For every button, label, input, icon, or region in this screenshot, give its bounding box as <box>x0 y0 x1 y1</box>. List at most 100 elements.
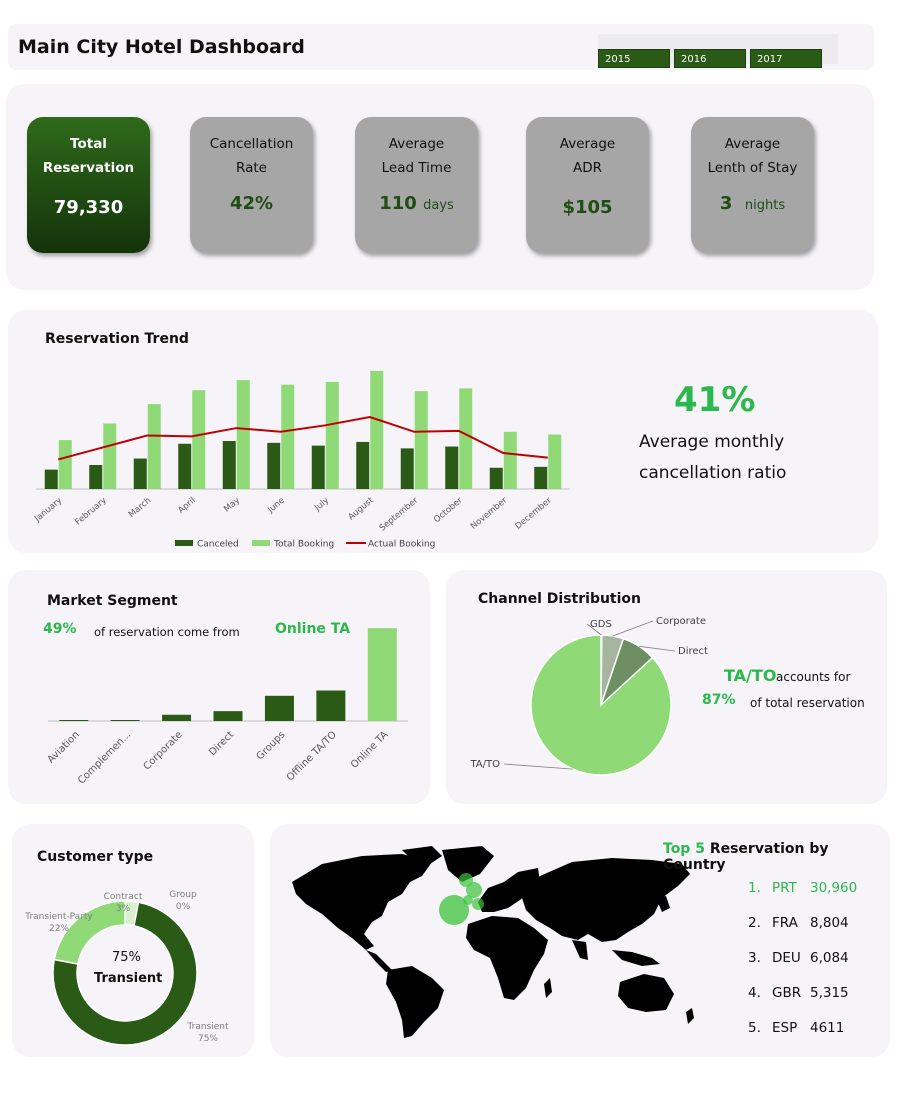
kpi-value: 3 <box>719 193 733 214</box>
line-actual-booking <box>57 415 548 461</box>
x-tick-label: March <box>127 496 153 520</box>
x-tick-label: September <box>378 495 421 533</box>
donut-value-label: 22% <box>49 924 69 934</box>
bar-canceled <box>133 458 147 489</box>
x-tick-label: Aviation <box>46 729 82 765</box>
channel-distribution-chart: TA/TO Direct Corporate GDS <box>469 616 708 776</box>
pie-label: TA/TO <box>469 759 500 770</box>
pie-leader-line <box>612 620 654 637</box>
bar-segment <box>264 695 294 721</box>
country-rank: 4. <box>748 985 761 1001</box>
bar-segment <box>367 628 397 721</box>
bar-segment <box>162 714 192 721</box>
channel-percent: 87% <box>702 692 736 708</box>
page-title: Main City Hotel Dashboard <box>18 36 305 58</box>
bar-total-booking <box>147 404 161 489</box>
kpi-value: 42% <box>229 193 274 214</box>
country-title-prefix: Top 5 <box>663 841 705 857</box>
kpi-average-adr: Average ADR $105 <box>526 117 649 253</box>
x-tick-label: June <box>265 496 286 516</box>
bar-total-booking <box>414 391 428 489</box>
bar-segment <box>59 720 89 721</box>
country-code: PRT <box>772 880 797 896</box>
segment-highlight: Online TA <box>275 621 351 637</box>
bar-total-booking <box>192 390 206 489</box>
bar-total-booking <box>236 380 250 489</box>
kpi-label: Cancellation <box>209 136 294 152</box>
bar-segment <box>316 690 346 721</box>
title-bar: Main City Hotel Dashboard 2015 2016 2017 <box>8 24 874 70</box>
country-title-text: Reservation by Country <box>663 841 829 873</box>
country-code: ESP <box>772 1020 798 1036</box>
kpi-average-length-of-stay: Average Lenth of Stay 3 nights <box>691 117 814 253</box>
cancellation-ratio-label: cancellation ratio <box>639 463 787 483</box>
country-panel: Top 5 Reservation by Country 1. PRT 30,960… <box>270 824 890 1057</box>
trend-title: Reservation Trend <box>45 331 189 347</box>
pie-leader-line <box>503 763 573 770</box>
year-2015-button[interactable]: 2015 <box>598 49 670 68</box>
country-rank: 5. <box>748 1020 761 1036</box>
donut-slice <box>52 901 198 1046</box>
bar-segment <box>213 711 243 721</box>
country-row: 3. DEU 6,084 <box>748 950 870 966</box>
pie-leader-line <box>639 645 676 652</box>
bar-canceled <box>267 442 281 489</box>
legend-swatch <box>175 540 193 546</box>
country-value: 4611 <box>810 1020 845 1036</box>
bar-total-booking <box>459 388 473 489</box>
kpi-label: Lead Time <box>381 160 452 176</box>
kpi-label: Reservation <box>42 160 135 176</box>
x-tick-label: Online TA <box>349 729 391 771</box>
kpi-unit: nights <box>744 198 786 213</box>
bar-total-booking <box>325 381 339 489</box>
bar-total-booking <box>548 434 562 489</box>
kpi-total-reservation: Total Reservation 79,330 <box>27 117 150 253</box>
bar-canceled <box>311 445 325 489</box>
x-tick-label: August <box>346 495 376 522</box>
kpi-label: Average <box>559 136 616 152</box>
x-tick-label: July <box>312 496 331 514</box>
donut-value-label: 75% <box>198 1034 218 1044</box>
donut-label: Transient <box>186 1022 229 1032</box>
pie-label: GDS <box>590 619 612 630</box>
x-tick-label: November <box>469 495 510 531</box>
x-tick-label: April <box>176 496 197 516</box>
channel-title: Channel Distribution <box>478 591 642 607</box>
country-title: Top 5 Reservation by Country <box>663 841 890 873</box>
pie-label: Corporate <box>656 616 706 627</box>
kpi-value: 79,330 <box>53 197 124 218</box>
x-tick-label: Direct <box>207 729 236 758</box>
kpi-label: ADR <box>572 160 602 176</box>
country-row: 2. FRA 8,804 <box>748 915 870 931</box>
world-map <box>292 846 694 1038</box>
bar-canceled <box>356 441 370 489</box>
customer-type-chart: Transient 75% Transient-Party 22% Contract 3%… <box>24 890 229 1046</box>
legend-label: Total Booking <box>273 540 334 550</box>
market-segment-panel: Market Segment 49% of reservation come f… <box>8 570 430 804</box>
country-bubbles <box>439 873 484 925</box>
bar-canceled <box>400 448 414 489</box>
bar-canceled <box>178 443 192 489</box>
channel-text: of total reservation <box>750 696 865 710</box>
kpi-label: Average <box>724 136 781 152</box>
kpi-label: Total <box>70 136 107 152</box>
country-row: 1. PRT 30,960 <box>748 880 870 896</box>
x-tick-label: Groups <box>255 729 288 762</box>
year-2017-button[interactable]: 2017 <box>750 49 822 68</box>
bar-canceled <box>89 465 103 489</box>
bar-total-booking <box>281 384 295 489</box>
channel-text: accounts for <box>776 670 851 684</box>
bar-total-booking <box>58 440 72 489</box>
kpi-average-lead-time: Average Lead Time 110 days <box>355 117 478 253</box>
customer-title: Customer type <box>37 849 154 865</box>
year-2016-button[interactable]: 2016 <box>674 49 746 68</box>
x-tick-label: May <box>222 496 242 515</box>
cancellation-ratio-label: Average monthly <box>639 432 785 452</box>
country-code: GBR <box>772 985 802 1001</box>
country-rank: 2. <box>748 915 761 931</box>
kpi-label: Rate <box>236 160 267 176</box>
bar-total-booking <box>103 423 117 489</box>
pie-slice <box>530 634 672 776</box>
pie-label: Direct <box>678 646 708 657</box>
